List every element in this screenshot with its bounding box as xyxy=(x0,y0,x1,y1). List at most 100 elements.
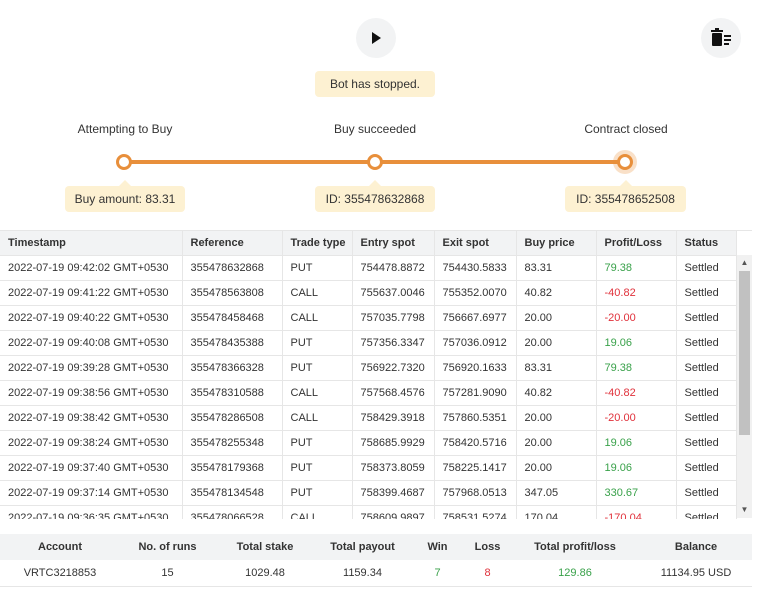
cell-timestamp: 2022-07-19 09:36:35 GMT+0530 xyxy=(0,505,183,519)
cell-buy-price: 20.00 xyxy=(516,330,597,356)
cell-status: Settled xyxy=(676,505,737,519)
cell-profit-loss: -40.82 xyxy=(596,380,677,406)
summary-header-loss: Loss xyxy=(474,541,501,553)
cell-timestamp: 2022-07-19 09:40:22 GMT+0530 xyxy=(0,305,183,331)
cell-buy-price: 347.05 xyxy=(516,480,597,506)
clear-journal-button[interactable] xyxy=(701,18,741,58)
step-label-attempting: Attempting to Buy xyxy=(77,122,173,136)
cell-trade-type: PUT xyxy=(282,330,353,356)
summary-header-profit-loss: Total profit/loss xyxy=(534,541,616,553)
cell-status: Settled xyxy=(676,455,737,481)
scroll-up-arrow-icon[interactable]: ▲ xyxy=(740,258,749,267)
cell-reference: 355478134548 xyxy=(182,480,283,506)
contract-id-tooltip: ID: 355478652508 xyxy=(565,180,686,212)
cell-status: Settled xyxy=(676,480,737,506)
summary-header-win: Win xyxy=(427,541,448,553)
buy-amount-tooltip: Buy amount: 83.31 xyxy=(65,180,185,212)
cell-exit-spot: 758531.5274 xyxy=(434,505,517,519)
transactions-table: Timestamp Reference Trade type Entry spo… xyxy=(0,231,737,519)
cell-exit-spot: 758225.1417 xyxy=(434,455,517,481)
cell-buy-price: 40.82 xyxy=(516,280,597,306)
table-header-row: Timestamp Reference Trade type Entry spo… xyxy=(0,231,737,256)
play-icon xyxy=(372,32,381,44)
cell-status: Settled xyxy=(676,330,737,356)
cell-profit-loss: 19.06 xyxy=(596,430,677,456)
summary-header-balance: Balance xyxy=(674,541,718,553)
cell-profit-loss: -170.04 xyxy=(596,505,677,519)
cell-buy-price: 170.04 xyxy=(516,505,597,519)
cell-status: Settled xyxy=(676,405,737,431)
transactions-table-container: Timestamp Reference Trade type Entry spo… xyxy=(0,230,752,519)
cell-trade-type: PUT xyxy=(282,355,353,381)
cell-trade-type: CALL xyxy=(282,505,353,519)
cell-entry-spot: 758685.9929 xyxy=(352,430,435,456)
run-bot-button[interactable] xyxy=(356,18,396,58)
step-dot-3 xyxy=(617,154,633,170)
cell-buy-price: 20.00 xyxy=(516,305,597,331)
clear-journal-icon xyxy=(711,28,731,46)
cell-entry-spot: 758399.4687 xyxy=(352,480,435,506)
cell-profit-loss: -20.00 xyxy=(596,405,677,431)
summary-header-stake: Total stake xyxy=(236,541,294,553)
cell-timestamp: 2022-07-19 09:37:14 GMT+0530 xyxy=(0,480,183,506)
cell-entry-spot: 755637.0046 xyxy=(352,280,435,306)
cell-entry-spot: 754478.8872 xyxy=(352,255,435,281)
cell-timestamp: 2022-07-19 09:38:42 GMT+0530 xyxy=(0,405,183,431)
total-stake: 1029.48 xyxy=(245,567,285,579)
col-timestamp: Timestamp xyxy=(0,231,183,256)
cell-trade-type: PUT xyxy=(282,255,353,281)
cell-reference: 355478066528 xyxy=(182,505,283,519)
table-row: 2022-07-19 09:41:22 GMT+0530 355478563808… xyxy=(0,280,737,306)
summary-header-row: Account No. of runs Total stake Total pa… xyxy=(0,534,752,560)
cell-entry-spot: 757356.3347 xyxy=(352,330,435,356)
runs-count: 15 xyxy=(161,567,174,579)
scroll-down-arrow-icon[interactable]: ▼ xyxy=(740,505,749,514)
cell-trade-type: PUT xyxy=(282,455,353,481)
cell-profit-loss: 79.38 xyxy=(596,355,677,381)
cell-exit-spot: 757281.9090 xyxy=(434,380,517,406)
table-row: 2022-07-19 09:38:24 GMT+0530 355478255348… xyxy=(0,430,737,456)
summary-panel: Account No. of runs Total stake Total pa… xyxy=(0,534,752,587)
cell-profit-loss: 79.38 xyxy=(596,255,677,281)
cell-timestamp: 2022-07-19 09:38:56 GMT+0530 xyxy=(0,380,183,406)
table-scrollbar[interactable]: ▲ ▼ xyxy=(737,255,752,518)
cell-timestamp: 2022-07-19 09:37:40 GMT+0530 xyxy=(0,455,183,481)
cell-reference: 355478632868 xyxy=(182,255,283,281)
cell-exit-spot: 755352.0070 xyxy=(434,280,517,306)
cell-profit-loss: -40.82 xyxy=(596,280,677,306)
cell-trade-type: CALL xyxy=(282,280,353,306)
cell-buy-price: 40.82 xyxy=(516,380,597,406)
cell-trade-type: CALL xyxy=(282,305,353,331)
cell-exit-spot: 756920.1633 xyxy=(434,355,517,381)
cell-entry-spot: 756922.7320 xyxy=(352,355,435,381)
cell-status: Settled xyxy=(676,430,737,456)
cell-profit-loss: -20.00 xyxy=(596,305,677,331)
cell-reference: 355478563808 xyxy=(182,280,283,306)
scroll-thumb[interactable] xyxy=(739,271,750,435)
buy-id-tooltip: ID: 355478632868 xyxy=(315,180,435,212)
bot-status-badge: Bot has stopped. xyxy=(315,71,435,97)
summary-header-payout: Total payout xyxy=(330,541,395,553)
cell-reference: 355478366328 xyxy=(182,355,283,381)
table-row: 2022-07-19 09:42:02 GMT+0530 355478632868… xyxy=(0,255,737,281)
summary-header-runs: No. of runs xyxy=(138,541,197,553)
cell-exit-spot: 757860.5351 xyxy=(434,405,517,431)
step-dot-2 xyxy=(367,154,383,170)
cell-buy-price: 20.00 xyxy=(516,405,597,431)
summary-header-account: Account xyxy=(38,541,82,553)
cell-buy-price: 20.00 xyxy=(516,455,597,481)
cell-reference: 355478310588 xyxy=(182,380,283,406)
col-entry-spot: Entry spot xyxy=(352,231,435,256)
table-row: 2022-07-19 09:40:22 GMT+0530 355478458468… xyxy=(0,305,737,331)
cell-reference: 355478286508 xyxy=(182,405,283,431)
cell-buy-price: 20.00 xyxy=(516,430,597,456)
cell-trade-type: CALL xyxy=(282,380,353,406)
step-label-contract-closed: Contract closed xyxy=(584,122,668,136)
cell-exit-spot: 758420.5716 xyxy=(434,430,517,456)
cell-exit-spot: 754430.5833 xyxy=(434,255,517,281)
table-row: 2022-07-19 09:39:28 GMT+0530 355478366328… xyxy=(0,355,737,381)
cell-exit-spot: 756667.6977 xyxy=(434,305,517,331)
cell-status: Settled xyxy=(676,280,737,306)
cell-timestamp: 2022-07-19 09:38:24 GMT+0530 xyxy=(0,430,183,456)
cell-entry-spot: 757035.7798 xyxy=(352,305,435,331)
